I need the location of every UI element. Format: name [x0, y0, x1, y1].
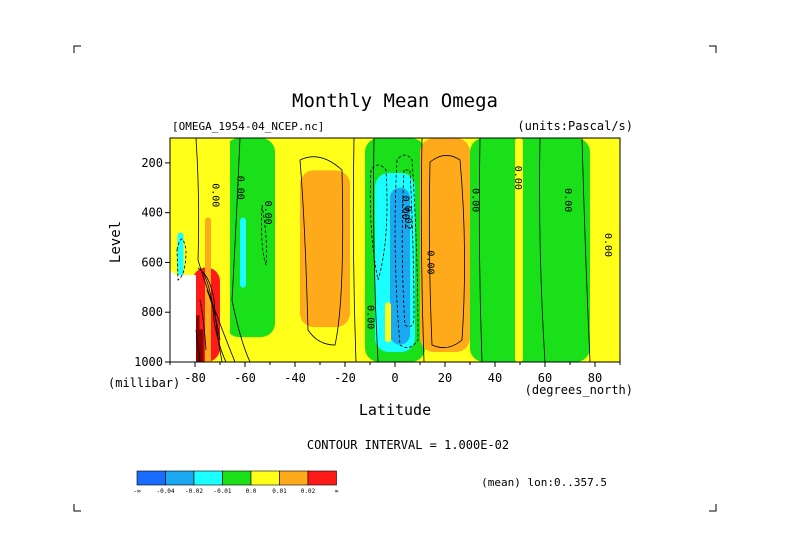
contour-interval-text: CONTOUR INTERVAL = 1.000E-02 [307, 438, 509, 452]
contour-label: 0.00 [210, 183, 221, 207]
contour-label: 0.00 [400, 196, 411, 220]
colorbar-swatch [165, 470, 195, 486]
x-tick-label: -20 [334, 371, 356, 385]
contour-label: 0.00 [235, 176, 246, 200]
colorbar-swatch [279, 470, 309, 486]
x-axis: -80 -60 -40 -20 0 20 40 60 80 [169, 362, 621, 385]
y-tick-label: 600 [141, 255, 163, 269]
strong-descent-core [195, 315, 200, 362]
contour-region-detail [220, 138, 230, 362]
y-tick-label: 400 [141, 206, 163, 220]
contour-label: 0.00 [425, 250, 436, 274]
colorbar-swatch [222, 470, 252, 486]
contour-label: 0.00 [470, 188, 481, 212]
y-units-label: (millibar) [108, 376, 180, 390]
y-axis: 200 400 600 800 1000 [134, 156, 170, 369]
contour-lines [195, 138, 591, 362]
colorbar-swatch [193, 470, 223, 486]
x-tick-label: 60 [538, 371, 552, 385]
contour-region [225, 138, 275, 338]
colorbar: -∞ -0.04 -0.02 -0.01 0.0 0.01 0.02 ∞ [133, 470, 339, 495]
missing-data-mask [170, 270, 196, 362]
contour-labels: 0.000.000.000.000.020.000.000.000.000.00… [210, 166, 614, 329]
x-tick-label: 0 [391, 371, 398, 385]
chart-title: Monthly Mean Omega [292, 90, 498, 112]
units-label: (units:Pascal/s) [517, 119, 633, 133]
colorbar-label: 0.02 [301, 488, 316, 495]
colorbar-swatch [307, 470, 337, 486]
x-tick-label: 80 [588, 371, 602, 385]
x-units-label: (degrees_north) [525, 383, 633, 397]
strong-descent-core [199, 329, 204, 362]
contour-region [420, 138, 470, 353]
contour-region [300, 170, 350, 328]
contour-label: 0.00 [262, 201, 273, 225]
contour-label: 0.00 [602, 233, 613, 257]
y-axis-label: Level [108, 221, 124, 263]
x-tick-label: -80 [184, 371, 206, 385]
file-label: [OMEGA_1954-04_NCEP.nc] [172, 120, 324, 133]
colorbar-label: ∞ [335, 488, 339, 495]
contour-label: 0.00 [562, 188, 573, 212]
y-tick-label: 800 [141, 305, 163, 319]
colorbar-label: -0.01 [213, 488, 231, 495]
colorbar-label: -0.02 [185, 488, 203, 495]
y-tick-label: 1000 [134, 355, 163, 369]
x-tick-label: 20 [438, 371, 452, 385]
colorbar-swatch [250, 470, 280, 486]
crop-marks [73, 45, 717, 512]
contour-field [170, 138, 620, 362]
x-tick-label: -60 [234, 371, 256, 385]
x-tick-label: 40 [488, 371, 502, 385]
colorbar-swatch [136, 470, 166, 486]
negative-contours [176, 154, 419, 348]
contour-region-detail [385, 302, 391, 343]
contour-region-detail [240, 217, 246, 288]
colorbar-label: 0.01 [272, 488, 287, 495]
contour-region-detail [515, 138, 523, 362]
dense-contours [195, 267, 227, 362]
contour-label: 0.00 [512, 166, 523, 190]
colorbar-label: 0.0 [246, 488, 257, 495]
contour-label: 0.00 [365, 305, 376, 329]
mean-lon-text: (mean) lon:0..357.5 [481, 476, 607, 489]
colorbar-label: -0.04 [156, 488, 174, 495]
y-tick-label: 200 [141, 156, 163, 170]
contour-region [470, 138, 590, 362]
colorbar-label: -∞ [133, 488, 141, 495]
x-tick-label: -40 [284, 371, 306, 385]
contour-label: 0.02 [402, 206, 413, 230]
x-axis-label: Latitude [359, 401, 431, 419]
